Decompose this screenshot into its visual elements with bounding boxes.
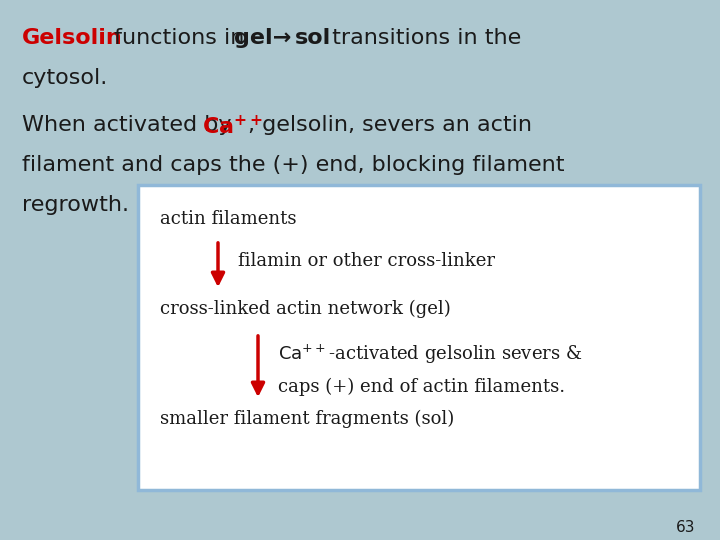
Text: $\mathbf{Ca^{++}}$: $\mathbf{Ca^{++}}$ (202, 115, 263, 138)
Text: cross-linked actin network (gel): cross-linked actin network (gel) (160, 300, 451, 318)
Bar (138, 185, 700, 490)
Text: smaller filament fragments (sol): smaller filament fragments (sol) (160, 410, 454, 428)
Text: actin filaments: actin filaments (160, 210, 297, 228)
Text: gel: gel (234, 28, 273, 48)
Text: filament and caps the (+) end, blocking filament: filament and caps the (+) end, blocking … (22, 155, 564, 175)
Text: functions in: functions in (107, 28, 251, 48)
Text: transitions in the: transitions in the (325, 28, 521, 48)
Text: Gelsolin: Gelsolin (22, 28, 122, 48)
Text: $\mathrm{Ca^{++}}$-activated gelsolin severs &: $\mathrm{Ca^{++}}$-activated gelsolin se… (278, 343, 582, 366)
Text: When activated by: When activated by (22, 115, 238, 135)
Text: cytosol.: cytosol. (22, 68, 108, 88)
Text: 63: 63 (675, 520, 695, 535)
Text: filamin or other cross-linker: filamin or other cross-linker (238, 252, 495, 270)
Text: regrowth.: regrowth. (22, 195, 129, 215)
Text: caps (+) end of actin filaments.: caps (+) end of actin filaments. (278, 378, 565, 396)
Text: sol: sol (295, 28, 331, 48)
Text: →: → (265, 28, 299, 48)
Text: , gelsolin, severs an actin: , gelsolin, severs an actin (248, 115, 532, 135)
